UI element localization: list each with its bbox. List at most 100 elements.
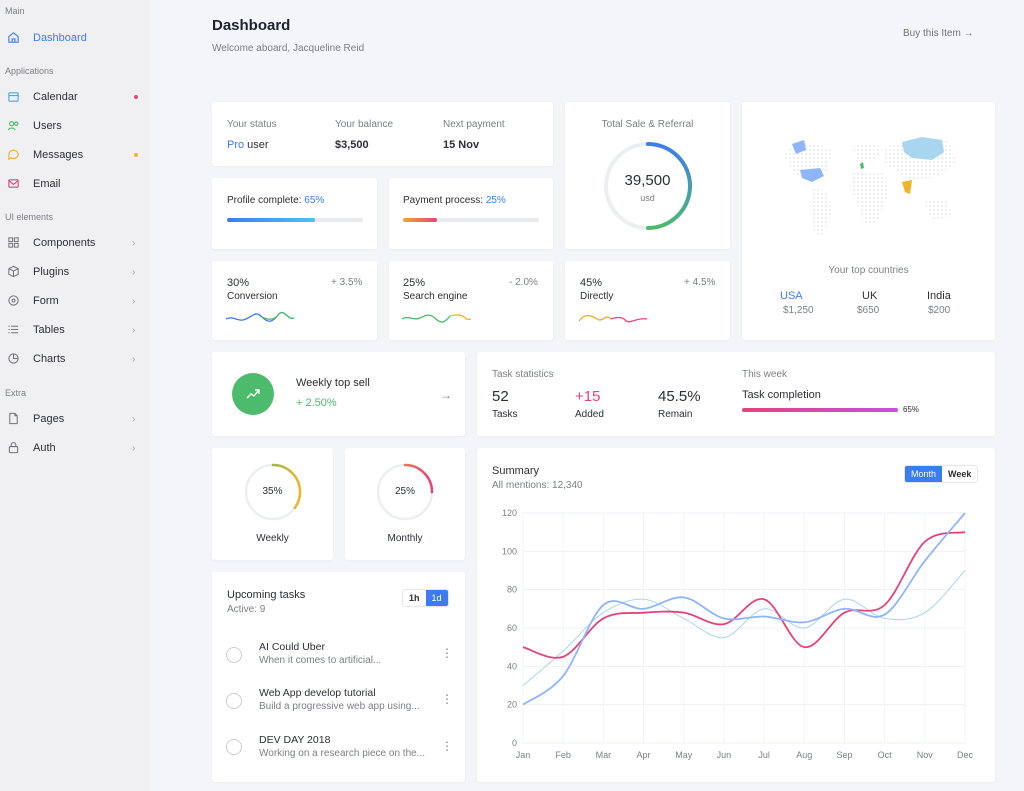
arrow-right-icon: →	[963, 28, 974, 39]
sidebar-item-users[interactable]: Users	[0, 114, 150, 138]
weekly-top-sell-card[interactable]: Weekly top sell + 2.50% →	[212, 352, 465, 436]
sidebar-item-auth[interactable]: Auth ›	[0, 436, 150, 460]
arrow-right-icon[interactable]: →	[440, 388, 452, 402]
toggle-month[interactable]: Month	[905, 466, 943, 482]
user-name: Jacqueline Reid	[292, 43, 365, 54]
x-tick-label: Jun	[717, 750, 732, 760]
more-vertical-icon[interactable]: ⋮	[441, 739, 453, 753]
section-ui-elements: UI elements	[5, 212, 54, 222]
task-title: Web App develop tutorial	[259, 687, 376, 699]
status-user: user	[244, 139, 269, 151]
y-tick-label: 0	[512, 738, 517, 748]
sidebar-item-label: Tables	[33, 324, 65, 336]
sidebar-item-messages[interactable]: Messages	[0, 143, 150, 167]
country-usa-value: $1,250	[783, 305, 814, 316]
total-sale-unit: usd	[640, 193, 655, 203]
payment-value: 15 Nov	[443, 139, 480, 151]
directly-card: 45% + 4.5% Directly	[565, 261, 730, 340]
notification-dot	[134, 95, 138, 99]
conversion-pct: 30%	[227, 277, 250, 289]
monthly-ring-label: Monthly	[387, 533, 423, 544]
sidebar-item-label: Users	[33, 120, 62, 132]
x-tick-label: Oct	[878, 750, 893, 760]
y-tick-label: 40	[507, 661, 517, 671]
chevron-right-icon: ›	[132, 353, 136, 365]
target-icon	[8, 295, 19, 306]
calendar-icon	[8, 92, 19, 102]
task-checkbox[interactable]	[226, 647, 242, 663]
task-desc: Working on a research piece on the...	[259, 748, 426, 759]
this-week-title: This week	[742, 369, 788, 380]
x-tick-label: Nov	[917, 750, 934, 760]
upcoming-active-count: Active: 9	[227, 604, 266, 615]
x-tick-label: May	[675, 750, 693, 760]
payment-process-value: 25%	[485, 195, 506, 206]
chevron-right-icon: ›	[132, 413, 136, 425]
task-stats-title: Task statistics	[492, 369, 554, 380]
profile-complete-label: Profile complete: 65%	[227, 195, 324, 206]
sidebar-item-label: Calendar	[33, 91, 78, 103]
sidebar-item-components[interactable]: Components ›	[0, 231, 150, 255]
payment-progress-track	[403, 218, 539, 222]
sidebar-item-calendar[interactable]: Calendar	[0, 85, 150, 109]
buy-item-label: Buy this Item	[903, 28, 961, 39]
more-vertical-icon[interactable]: ⋮	[441, 692, 453, 706]
balance-label: Your balance	[335, 119, 394, 130]
welcome-text: Welcome aboard, Jacqueline Reid	[212, 43, 364, 54]
toggle-1h[interactable]: 1h	[409, 593, 420, 603]
added-label: Added	[575, 409, 604, 420]
directly-pct: 45%	[580, 277, 603, 289]
box-icon	[8, 265, 19, 278]
sidebar-item-label: Pages	[33, 413, 65, 425]
x-tick-label: Jul	[758, 750, 770, 760]
pro-badge: Pro	[227, 139, 245, 151]
summary-chart: 0 20 40 60 80 100 120 Jan Feb Mar Apr May Jun Jul Aug S…	[502, 508, 974, 760]
page-title: Dashboard	[212, 17, 291, 34]
sidebar-item-tables[interactable]: Tables ›	[0, 318, 150, 342]
directly-change: + 4.5%	[684, 277, 716, 288]
chevron-right-icon: ›	[132, 295, 136, 307]
time-range-toggle: 1h 1d	[402, 589, 449, 607]
sidebar-item-form[interactable]: Form ›	[0, 289, 150, 313]
x-tick-label: Jan	[516, 750, 531, 760]
summary-title: Summary	[492, 465, 540, 477]
profile-value: 65%	[304, 195, 325, 206]
tasks-value: 52	[492, 388, 509, 405]
sidebar-item-label: Plugins	[33, 266, 70, 278]
sidebar-item-label: Charts	[33, 353, 66, 365]
payment-process-label: Payment process: 25%	[403, 195, 506, 206]
upcoming-tasks-card: Upcoming tasks Active: 9 1h 1d AI Could …	[212, 572, 465, 782]
weekly-top-sell-title: Weekly top sell	[296, 377, 370, 389]
sidebar-item-pages[interactable]: Pages ›	[0, 407, 150, 431]
sidebar-item-plugins[interactable]: Plugins ›	[0, 260, 150, 284]
home-icon	[8, 32, 19, 43]
sidebar-item-charts[interactable]: Charts ›	[0, 347, 150, 371]
notification-dot	[134, 153, 138, 157]
sidebar: Main Dashboard Applications Calendar Use…	[0, 0, 150, 791]
buy-item-link[interactable]: Buy this Item →	[903, 28, 974, 39]
task-checkbox[interactable]	[226, 693, 242, 709]
status-label: Your status	[227, 119, 277, 130]
sidebar-item-email[interactable]: Email	[0, 172, 150, 196]
task-completion-bar	[742, 408, 898, 412]
y-tick-label: 100	[502, 546, 517, 556]
weekly-ring-card: 35% Weekly	[212, 448, 333, 560]
directly-sparkline	[579, 314, 648, 323]
lock-icon	[8, 442, 19, 454]
total-sale-ring	[604, 142, 692, 230]
weekly-ring-value: 35%	[262, 486, 283, 497]
conversion-label: Conversion	[227, 291, 278, 302]
profile-complete-card: Profile complete: 65%	[212, 178, 377, 249]
country-uk-name: UK	[862, 290, 878, 302]
total-sale-title: Total Sale & Referral	[601, 119, 694, 130]
weekly-top-sell-value: + 2.50%	[296, 397, 337, 409]
task-checkbox[interactable]	[226, 739, 242, 755]
toggle-1d[interactable]: 1d	[425, 590, 448, 606]
conversion-sparkline	[226, 311, 295, 322]
sidebar-item-dashboard[interactable]: Dashboard	[0, 26, 150, 50]
total-sale-value: 39,500	[624, 172, 671, 189]
more-vertical-icon[interactable]: ⋮	[441, 646, 453, 660]
toggle-week[interactable]: Week	[948, 469, 972, 479]
top-countries-title: Your top countries	[828, 265, 909, 276]
trending-up-icon	[246, 389, 260, 399]
